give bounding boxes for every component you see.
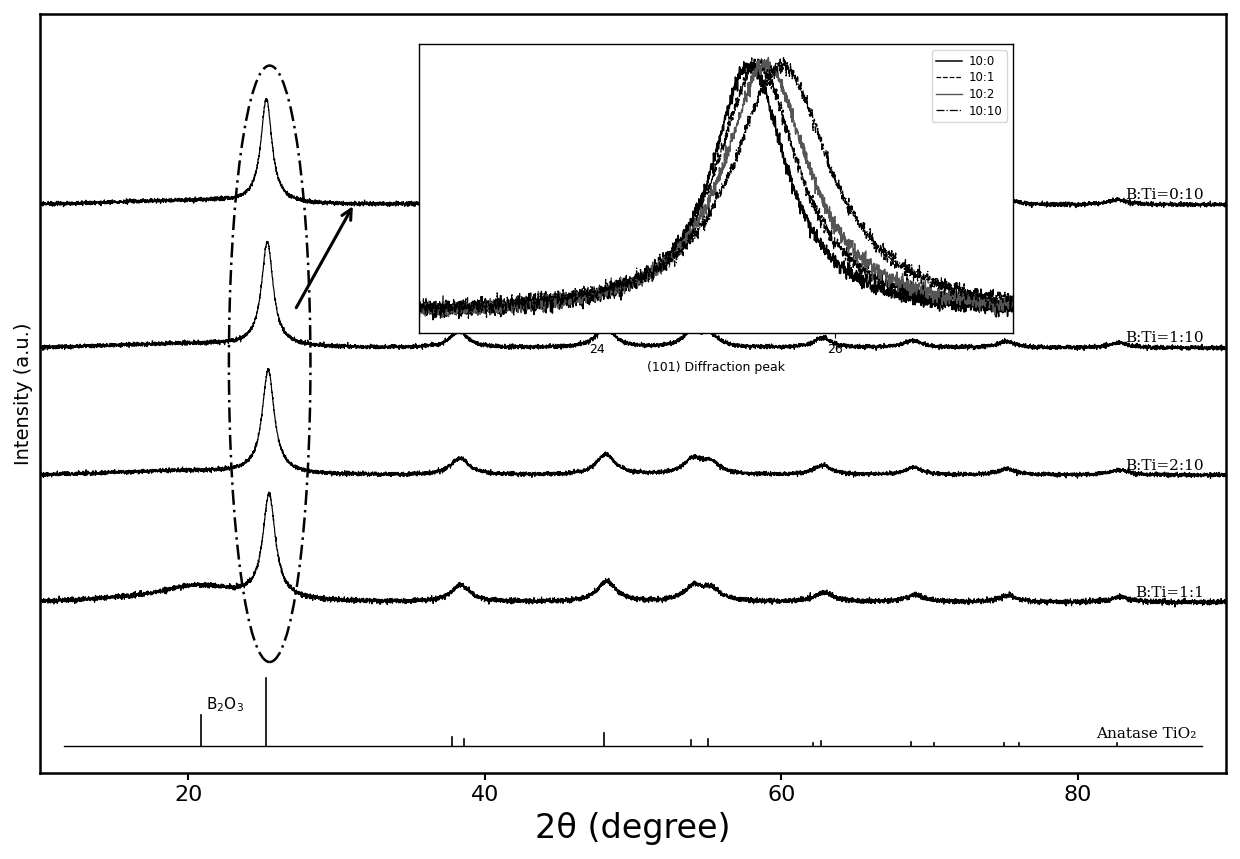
- Text: $\rm B_2O_3$: $\rm B_2O_3$: [206, 695, 244, 714]
- Y-axis label: Intensity (a.u.): Intensity (a.u.): [14, 322, 33, 465]
- Text: B:Ti=1:10: B:Ti=1:10: [1125, 332, 1204, 345]
- Text: B:Ti=1:1: B:Ti=1:1: [1135, 586, 1204, 600]
- Text: B:Ti=0:10: B:Ti=0:10: [1125, 188, 1204, 202]
- X-axis label: 2θ (degree): 2θ (degree): [536, 812, 730, 845]
- Text: Anatase TiO₂: Anatase TiO₂: [1096, 727, 1197, 740]
- Text: B:Ti=2:10: B:Ti=2:10: [1125, 459, 1204, 472]
